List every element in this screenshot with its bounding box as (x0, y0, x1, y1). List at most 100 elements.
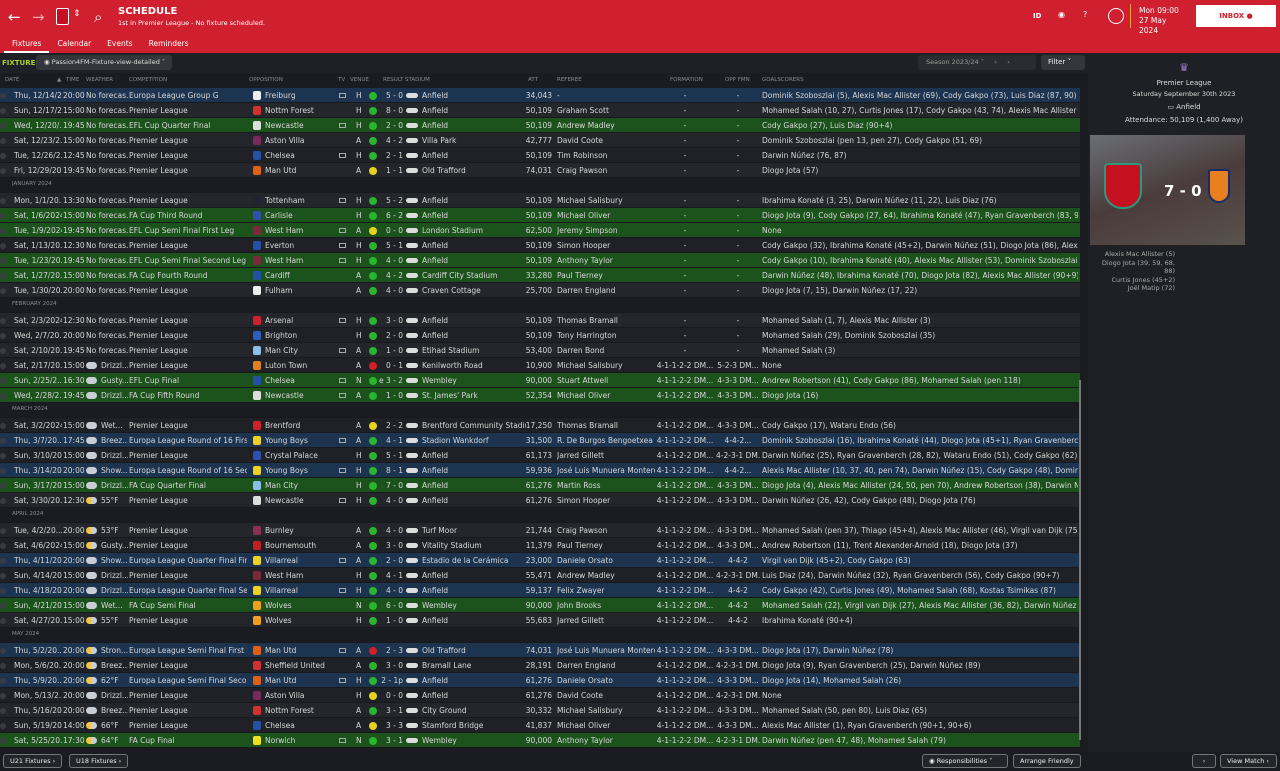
season-dropdown[interactable]: Season 2023/24 ˅ ‹ › (918, 55, 1036, 70)
fixture-opposition[interactable]: Nottm Forest (265, 106, 314, 115)
game-date[interactable]: Mon 09:00 27 May 2024 (1130, 4, 1190, 35)
fixture-score[interactable]: 4 - 0 (385, 586, 403, 595)
fixture-score[interactable]: 5 - 2 (385, 196, 403, 205)
fixture-competition[interactable]: Premier League (129, 661, 188, 670)
col-att[interactable]: ATT (528, 77, 538, 83)
fixture-score[interactable]: 6 - 2 (385, 211, 403, 220)
search-icon[interactable]: ⌕ (94, 8, 103, 26)
fixture-competition[interactable]: Premier League (129, 451, 188, 460)
fixture-row[interactable]: Wed, 2/28/2... 19:45 Drizzl... FA Cup Fifth… (0, 388, 1080, 403)
fixture-opposition[interactable]: Carlisle (265, 211, 293, 220)
fixture-score[interactable]: 4 - 0 (385, 496, 403, 505)
fixture-row[interactable]: Thu, 3/7/20... 17:45 Breez... Europa League… (0, 433, 1080, 448)
fixture-opposition[interactable]: Tottenham (265, 196, 305, 205)
fixture-score[interactable]: 3 - 0 (385, 316, 403, 325)
fixture-opposition[interactable]: Man City (265, 481, 298, 490)
fixture-score[interactable]: 7 - 0 (385, 481, 403, 490)
fixture-score[interactable]: 1 - 1 (385, 166, 403, 175)
fixture-opposition[interactable]: Burnley (265, 526, 294, 535)
fixture-row[interactable]: Thu, 5/2/20... 20:00 Stron... Europa League… (0, 643, 1080, 658)
col-result[interactable]: RESULT (383, 77, 404, 83)
fixture-row[interactable]: Tue, 4/2/20... 20:00 53°F Premier League Bur… (0, 523, 1080, 538)
fixture-opposition[interactable]: Nottm Forest (265, 706, 314, 715)
fixture-opposition[interactable]: Fulham (265, 286, 293, 295)
fixture-competition[interactable]: Premier League (129, 106, 188, 115)
fixture-row[interactable]: Sun, 3/10/20...15:00 Drizzl...Premier Lea… (0, 448, 1080, 463)
fixture-score[interactable]: 4 - 2 (385, 136, 403, 145)
col-weather[interactable]: WEATHER (86, 77, 114, 83)
fixture-row[interactable]: Mon, 5/13/2... 20:00 Drizzl... Premier Leag… (0, 688, 1080, 703)
fixture-row[interactable]: Sun, 2/25/2... 16:30 Gusty... EFL Cup Final… (0, 373, 1080, 388)
fixture-competition[interactable]: Premier League (129, 721, 188, 730)
fixture-competition[interactable]: Premier League (129, 196, 188, 205)
fixture-row[interactable]: Sat, 5/25/20... 17:30 64°F FA Cup Final Norw… (0, 733, 1080, 748)
fixture-score[interactable]: 8 - 0 (385, 106, 403, 115)
fixture-competition[interactable]: FA Cup Fourth Round (129, 271, 208, 280)
fixture-row[interactable]: Thu, 4/11/20...20:00 Show...Europa League… (0, 553, 1080, 568)
fixture-competition[interactable]: Premier League (129, 691, 188, 700)
fixture-opposition[interactable]: Chelsea (265, 151, 295, 160)
fixture-competition[interactable]: Premier League (129, 316, 188, 325)
view-match-button[interactable]: View Match › (1220, 754, 1277, 768)
fixture-score[interactable]: 3 - 3 (385, 721, 403, 730)
fixture-competition[interactable]: Premier League (129, 331, 188, 340)
fixture-score[interactable]: 3 - 1 (385, 736, 403, 745)
fixture-score[interactable]: 5 - 1 (385, 451, 403, 460)
fixture-score[interactable]: 3 - 0 (385, 541, 403, 550)
col-venue[interactable]: VENUE (350, 77, 369, 83)
u18-fixtures-button[interactable]: U18 Fixtures › (69, 754, 129, 768)
fixture-competition[interactable]: Europa League Round of 16 First L... (129, 436, 247, 445)
fixture-score[interactable]: 4 - 0 (385, 286, 403, 295)
fixture-competition[interactable]: Premier League (129, 151, 188, 160)
fixture-opposition[interactable]: Bournemouth (265, 541, 317, 550)
fixture-score[interactable]: 1 - 0 (385, 391, 403, 400)
col-competition[interactable]: COMPETITION (129, 77, 168, 83)
fixture-competition[interactable]: Premier League (129, 346, 188, 355)
fixture-row[interactable]: Thu, 4/18/20...20:00 Drizzl...Europa Leag… (0, 583, 1080, 598)
fixture-competition[interactable]: Premier League (129, 616, 188, 625)
fixture-competition[interactable]: Europa League Quarter Final Secon... (129, 586, 247, 595)
fixture-score[interactable]: 4 - 0 (385, 256, 403, 265)
id-button[interactable]: ID (1033, 12, 1042, 20)
back-icon[interactable]: ← (8, 8, 21, 26)
fixture-score[interactable]: 2 - 3 (385, 646, 403, 655)
fixture-opposition[interactable]: Newcastle (265, 121, 304, 130)
fixture-opposition[interactable]: Freiburg (265, 91, 296, 100)
fixture-score[interactable]: 8 - 1 (385, 466, 403, 475)
view-dropdown[interactable]: ◉ Passion4FM-Fixture-view-detailed ˅ (36, 55, 172, 70)
filter-button[interactable]: Filter ˅ (1041, 55, 1085, 70)
prev-season-icon[interactable]: ‹ (994, 58, 997, 66)
fixture-score[interactable]: 0 - 0 (385, 226, 403, 235)
fixture-competition[interactable]: EFL Cup Semi Final First Leg (129, 226, 235, 235)
scrollbar[interactable] (1079, 380, 1081, 740)
fixture-score[interactable]: 0 - 1 (385, 361, 403, 370)
fixture-competition[interactable]: Premier League (129, 136, 188, 145)
fixture-competition[interactable]: Europa League Group G (129, 91, 219, 100)
fixture-opposition[interactable]: Norwich (265, 736, 296, 745)
fixture-score[interactable]: 6 - 0 (385, 601, 403, 610)
fixture-competition[interactable]: FA Cup Final (129, 736, 175, 745)
fixture-competition[interactable]: Europa League Semi Final Second... (129, 676, 247, 685)
fixture-opposition[interactable]: Man Utd (265, 646, 297, 655)
fixture-row[interactable]: Sat, 2/17/20... 15:00 Drizzl... Premier Lea… (0, 358, 1080, 373)
fixture-opposition[interactable]: Luton Town (265, 361, 308, 370)
fixture-opposition[interactable]: Chelsea (265, 376, 295, 385)
fixture-score[interactable]: 2 - 2 (385, 421, 403, 430)
fixture-row[interactable]: Thu, 5/16/20...20:00 Breez...Premier Leag… (0, 703, 1080, 718)
col-date[interactable]: DATE (5, 77, 20, 83)
fixture-score[interactable]: 5 - 0 (385, 91, 403, 100)
fixture-row[interactable]: Thu, 5/9/20... 20:00 62°F Europa League Sem… (0, 673, 1080, 688)
fixture-opposition[interactable]: Newcastle (265, 391, 304, 400)
tab-calendar[interactable]: Calendar (57, 39, 92, 48)
club-crest-icon[interactable] (56, 8, 69, 25)
fixture-competition[interactable]: FA Cup Quarter Final (129, 481, 206, 490)
fixture-competition[interactable]: Premier League (129, 526, 188, 535)
globe-icon[interactable]: ◉ (1058, 10, 1065, 19)
fixture-competition[interactable]: Premier League (129, 361, 188, 370)
